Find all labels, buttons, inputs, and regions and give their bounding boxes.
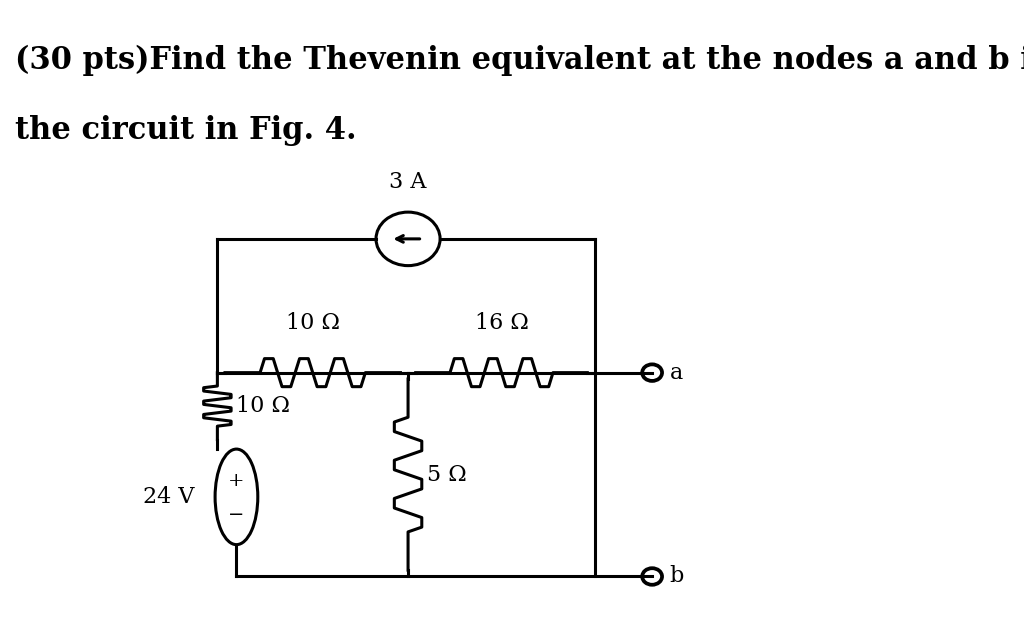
- Text: b: b: [670, 566, 684, 587]
- Text: 3 A: 3 A: [389, 171, 427, 193]
- Text: +: +: [228, 472, 245, 490]
- Text: 24 V: 24 V: [143, 486, 195, 508]
- Text: 16 Ω: 16 Ω: [474, 312, 528, 334]
- Text: 10 Ω: 10 Ω: [286, 312, 340, 334]
- Text: 5 Ω: 5 Ω: [427, 464, 467, 485]
- Text: a: a: [670, 362, 683, 383]
- Text: (30 pts)Find the Thevenin equivalent at the nodes a and b in: (30 pts)Find the Thevenin equivalent at …: [15, 45, 1024, 76]
- Text: −: −: [228, 506, 245, 524]
- Text: 10 Ω: 10 Ω: [237, 395, 291, 417]
- Text: the circuit in Fig. 4.: the circuit in Fig. 4.: [15, 115, 357, 146]
